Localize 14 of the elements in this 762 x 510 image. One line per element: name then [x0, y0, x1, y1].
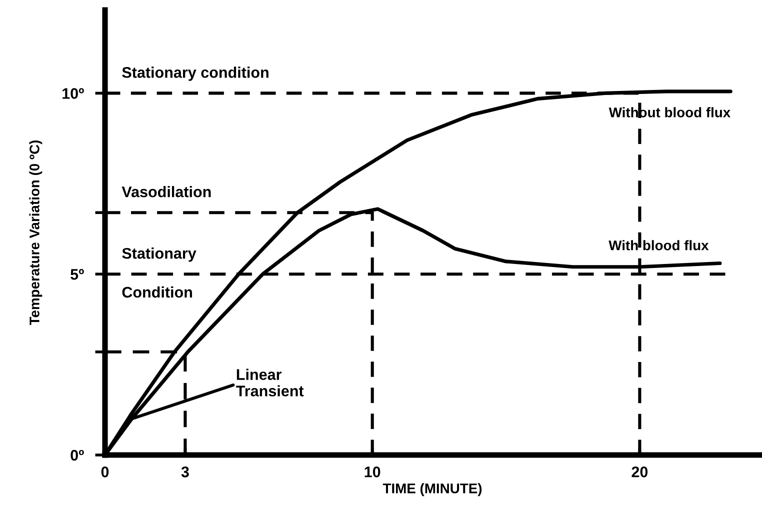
series-label: Vasodilation [122, 186, 211, 198]
x-tick-label: 3 [181, 466, 189, 478]
y-tick-label: 10º [62, 88, 84, 99]
y-axis-title: Temperature Variation (0 ºC) [29, 140, 42, 326]
x-axis-title: TIME (MINUTE) [382, 483, 482, 496]
x-tick-label: 10 [364, 466, 380, 478]
x-tick-label: 0 [101, 466, 109, 478]
annotation: Linear Transient [236, 368, 304, 396]
x-tick-label: 20 [632, 466, 648, 478]
series-label: Stationary condition [122, 66, 268, 81]
series-label: With blood flux [608, 240, 709, 250]
y-tick-label: 0º [70, 450, 84, 461]
y-tick-label: 5º [70, 269, 84, 280]
text: Stationary Condition [122, 248, 196, 298]
